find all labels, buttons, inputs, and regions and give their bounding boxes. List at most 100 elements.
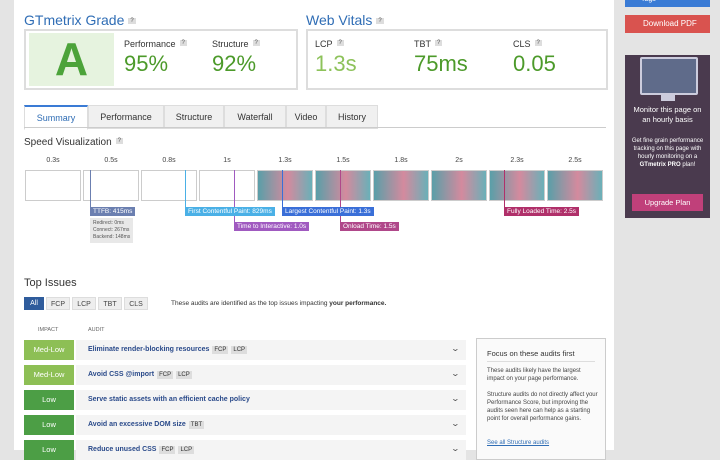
col-audit: AUDIT	[88, 327, 105, 333]
audit: Eliminate render-blocking resources FCP LC…	[88, 346, 248, 354]
frame	[141, 170, 197, 201]
monitor-text: Get fine grain performance tracking on t…	[629, 137, 706, 169]
audit: Reduce unused CSS FCP LCP	[88, 446, 195, 454]
impact-badge: Low	[24, 440, 74, 460]
tab[interactable]: Performance	[88, 105, 164, 129]
audit-name: Serve static assets with an efficient ca…	[88, 396, 250, 403]
tab[interactable]: Waterfall	[224, 105, 286, 129]
focus-rule	[487, 361, 595, 362]
grade-letter: A	[29, 33, 114, 86]
tab[interactable]: Video	[286, 105, 326, 129]
ttfb-details: Redirect: 0ms Connect: 267ms Backend: 148m…	[90, 218, 134, 243]
label: CLS	[513, 39, 531, 49]
audit: Serve static assets with an efficient ca…	[88, 396, 250, 403]
marker-label: First Contentful Paint: 829ms	[185, 207, 275, 216]
chevron: ⌄	[450, 369, 461, 378]
marker-line	[234, 170, 235, 222]
filter[interactable]: FCP	[46, 297, 70, 310]
tab[interactable]: History	[326, 105, 378, 129]
frame	[431, 170, 487, 201]
audit-tag: TBT	[188, 421, 205, 429]
metric-label: Structure?	[212, 39, 260, 49]
monitor-title: Monitor this page on an hourly basis	[633, 105, 702, 124]
marker-label: Largest Contentful Paint: 1.3s	[282, 207, 374, 216]
marker-line	[282, 170, 283, 207]
filter[interactable]: TBT	[98, 297, 122, 310]
label: Performance	[124, 39, 176, 49]
focus-text: These audits likely have the largest imp…	[487, 368, 581, 382]
marker-label: Fully Loaded Time: 2.5s	[504, 207, 580, 216]
frame	[315, 170, 371, 201]
title: Web Vitals	[306, 12, 373, 28]
audit-tag: LCP	[231, 346, 248, 354]
marker-line	[340, 170, 341, 222]
help: ?	[252, 40, 260, 46]
time-label: 1.3s	[278, 157, 292, 164]
impact-badge: Low	[24, 415, 74, 435]
tags-button[interactable]: Tags	[625, 0, 710, 7]
audit-name: Avoid CSS @import	[88, 371, 155, 378]
audit-tag: FCP	[159, 446, 176, 454]
frame	[83, 170, 139, 201]
focus-text: Structure audits do not directly affect …	[487, 392, 598, 422]
focus-title: Focus on these audits first	[487, 349, 575, 358]
tab[interactable]: Structure	[164, 105, 224, 129]
impact-badge: Low	[24, 390, 74, 410]
monitor-stand	[661, 95, 675, 101]
title: Speed Visualization	[24, 137, 112, 148]
row-bg[interactable]	[76, 390, 466, 410]
frame	[257, 170, 313, 201]
marker-line	[185, 170, 186, 207]
ttfb-detail: Backend: 148ms	[93, 234, 131, 240]
title: GTmetrix Grade	[24, 12, 125, 28]
upgrade-button[interactable]: Upgrade Plan	[632, 194, 703, 211]
chevron: ⌄	[450, 444, 461, 453]
text: Get fine grain performance tracking on t…	[631, 138, 704, 160]
time-label: 0.5s	[104, 157, 118, 164]
impact-badge: Med-Low	[24, 340, 74, 360]
audit-name: Eliminate render-blocking resources	[88, 346, 210, 353]
text: plan!	[682, 162, 696, 168]
row-bg[interactable]	[76, 340, 466, 360]
time-label: 2.5s	[568, 157, 582, 164]
frame	[25, 170, 81, 201]
chevron: ⌄	[450, 419, 461, 428]
label: TBT	[414, 39, 431, 49]
label: LCP	[315, 39, 333, 49]
help: ?	[336, 40, 344, 46]
row-bg[interactable]	[76, 365, 466, 385]
monitor-panel: Monitor this page on an hourly basis Get …	[625, 55, 710, 218]
issues-note: These audits are identified as the top i…	[171, 300, 386, 307]
time-label: 0.8s	[162, 157, 176, 164]
focus-box: Focus on these audits first These audits …	[476, 338, 606, 460]
vital-value: 75ms	[414, 51, 468, 76]
marker-line	[90, 170, 91, 207]
audit-tag: FCP	[212, 346, 229, 354]
audit-tag: LCP	[176, 371, 192, 379]
filter[interactable]: CLS	[124, 297, 148, 310]
audit: Avoid CSS @import FCP LCP	[88, 371, 192, 379]
vital-value: 0.05	[513, 51, 556, 76]
vital-label: TBT?	[414, 39, 443, 49]
vital-label: LCP?	[315, 39, 344, 49]
audit-name: Avoid an excessive DOM size	[88, 421, 186, 428]
tab-line	[24, 127, 606, 128]
pdf-button[interactable]: Download PDF	[625, 15, 710, 33]
vitals-title: Web Vitals?	[306, 12, 384, 28]
filter[interactable]: LCP	[72, 297, 96, 310]
filter[interactable]: All	[24, 297, 44, 310]
vital-value: 1.3s	[315, 51, 357, 76]
ttfb-detail: Connect: 267ms	[93, 227, 130, 233]
monitor-icon	[640, 57, 698, 95]
chevron: ⌄	[450, 394, 461, 403]
help: ?	[179, 40, 187, 46]
focus-link[interactable]: See all Structure audits	[487, 440, 550, 446]
vital-label: CLS?	[513, 39, 542, 49]
chevron: ⌄	[450, 344, 461, 353]
row-bg[interactable]	[76, 415, 466, 435]
tab[interactable]: Summary	[24, 105, 88, 130]
ttfb-detail: Redirect: 0ms	[93, 220, 124, 226]
time-label: 1.5s	[336, 157, 350, 164]
ttfb-label: TTFB: 415ms	[90, 207, 136, 216]
time-label: 1s	[223, 157, 231, 164]
